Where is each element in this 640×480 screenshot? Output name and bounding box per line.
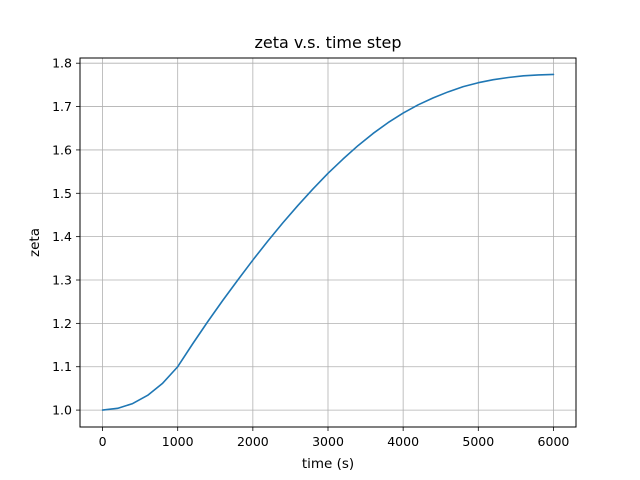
x-tick-label: 5000 <box>462 434 494 449</box>
y-tick-label: 1.5 <box>52 186 72 201</box>
chart-title: zeta v.s. time step <box>254 33 401 52</box>
x-tick-label: 0 <box>99 434 107 449</box>
x-axis-label: time (s) <box>302 456 354 472</box>
x-tick-label: 4000 <box>387 434 419 449</box>
y-tick-label: 1.1 <box>52 359 72 374</box>
y-tick-label: 1.6 <box>52 142 72 157</box>
x-tick-label: 2000 <box>237 434 269 449</box>
grid <box>80 58 576 427</box>
y-tick-label: 1.0 <box>52 403 72 418</box>
ticks: 0 1000 2000 3000 4000 5000 6000 1.0 1.1 1.2 1.3 1.4… <box>52 56 569 449</box>
y-axis-label: zeta <box>27 228 43 257</box>
series-line <box>101 73 555 411</box>
y-tick-label: 1.8 <box>52 56 72 71</box>
y-tick-label: 1.2 <box>52 316 72 331</box>
y-tick-label: 1.3 <box>52 273 72 288</box>
series-layer <box>101 73 555 411</box>
y-tick-label: 1.7 <box>52 99 72 114</box>
y-tick-label: 1.4 <box>52 229 72 244</box>
x-tick-label: 6000 <box>538 434 570 449</box>
x-tick-label: 3000 <box>312 434 344 449</box>
x-tick-label: 1000 <box>162 434 194 449</box>
